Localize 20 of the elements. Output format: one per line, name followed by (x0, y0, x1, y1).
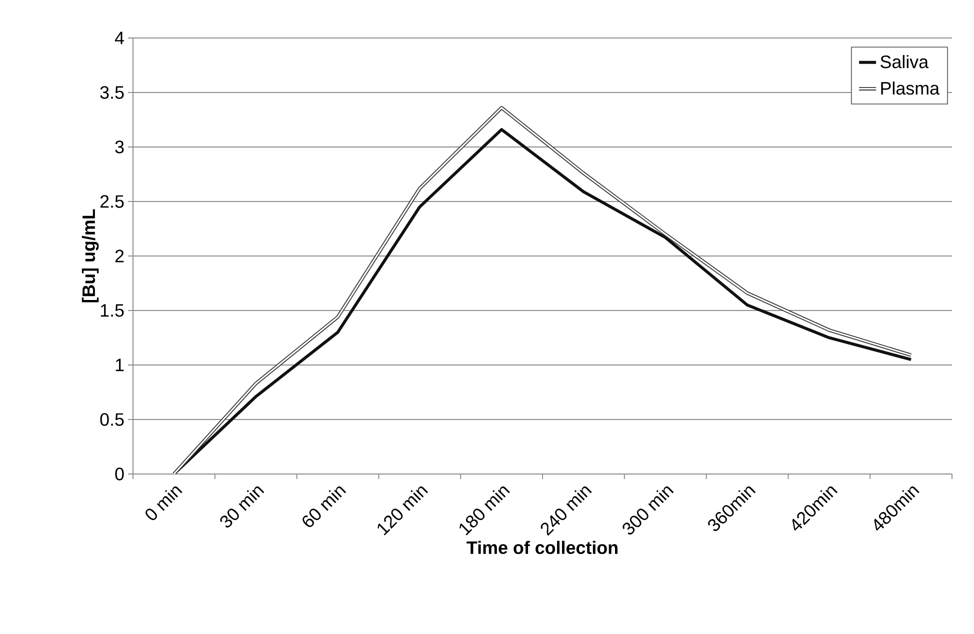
y-tick-label: 2.5 (100, 195, 124, 208)
y-tick-label: 1 (116, 358, 124, 372)
y-tick-label: 2 (115, 250, 124, 262)
y-tick-label: 4 (114, 32, 124, 44)
y-tick-label: 1.5 (100, 304, 124, 317)
x-tick-label: 120 min (378, 486, 428, 536)
x-axis-title: Time of collection (466, 540, 618, 554)
y-axis-title: [Bu] ug/mL (82, 209, 99, 302)
y-tick-label: 0 (115, 468, 124, 480)
x-tick-label: 0 min (146, 486, 182, 520)
x-tick-label: 240 min (540, 486, 592, 536)
x-tick-label: 180 min (460, 486, 510, 536)
y-tick-label: 0.5 (100, 413, 124, 426)
x-tick-label: 30 min (220, 486, 264, 528)
x-tick-label: 60 min (302, 486, 346, 527)
y-tick-label: 3 (115, 140, 124, 154)
legend-label: Saliva (880, 55, 929, 68)
y-tick-label: 3.5 (100, 86, 124, 99)
legend-label: Plasma (881, 82, 940, 95)
x-tick-label: 300 min (622, 486, 674, 535)
